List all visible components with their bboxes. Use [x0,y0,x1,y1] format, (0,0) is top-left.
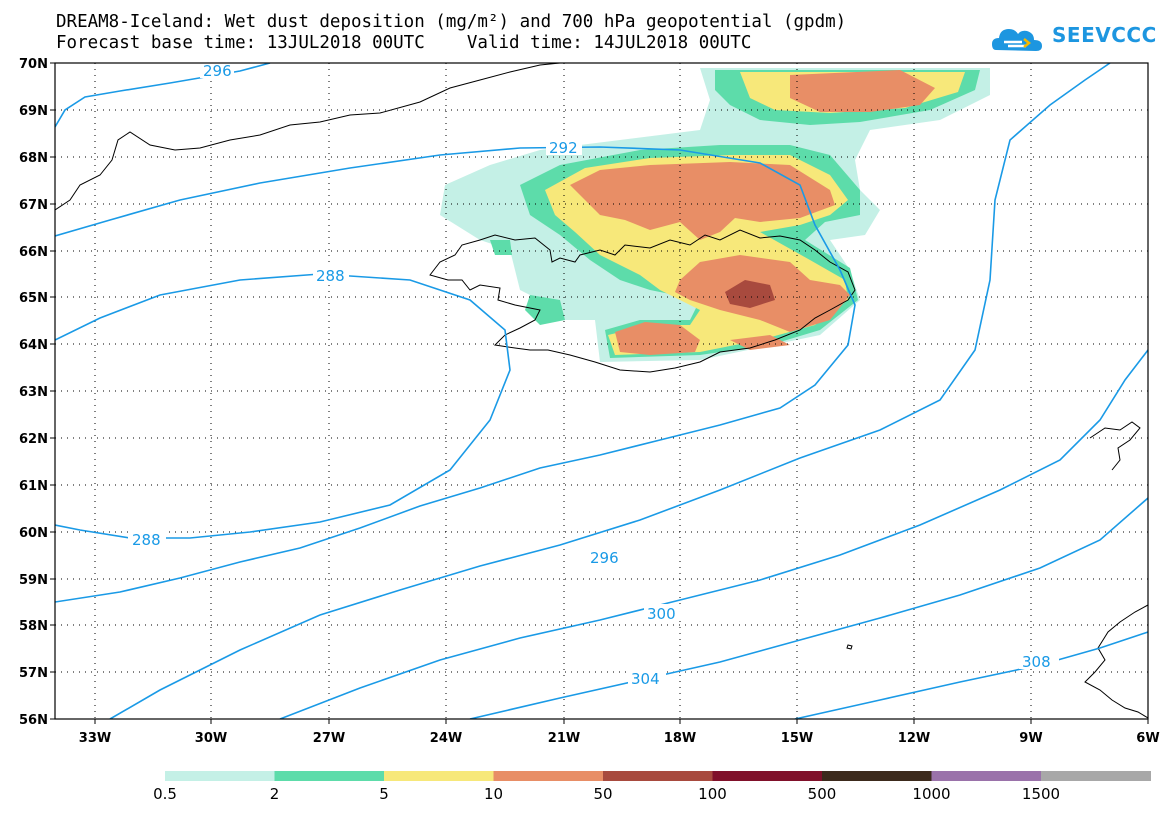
lat-label: 69N [19,104,48,119]
contour-label: 300 [647,605,676,623]
legend-label: 10 [484,785,503,803]
legend-label: 2 [270,785,280,803]
lat-label: 68N [19,151,48,166]
lat-label: 70N [19,57,48,72]
latitude-labels: 70N 69N 68N 67N 66N 65N 64N 63N 62N 61N … [19,57,48,728]
lon-label: 6W [1136,731,1159,746]
lat-label: 60N [19,526,48,541]
legend-label: 50 [593,785,612,803]
axis-ticks [50,62,1149,724]
lon-label: 33W [79,731,111,746]
cloud-icon [992,29,1042,51]
legend-swatch [1041,771,1151,781]
contour-label: 296 [590,549,619,567]
dust-deposition-field [440,68,990,362]
legend-swatch [274,771,385,781]
lon-label: 27W [313,731,345,746]
lon-label: 15W [781,731,813,746]
lon-label: 18W [664,731,696,746]
legend-swatch [822,771,932,781]
lon-label: 30W [195,731,227,746]
contour-label: 304 [631,670,660,688]
legend-swatch [712,771,823,781]
lat-label: 65N [19,291,48,306]
legend-labels: 0.5 2 5 10 50 100 500 1000 1500 [153,785,1060,803]
lat-label: 63N [19,385,48,400]
map-title: DREAM8-Iceland: Wet dust deposition (mg/… [56,12,847,32]
lon-label: 21W [548,731,580,746]
legend-label: 500 [808,785,837,803]
contour-label: 292 [549,139,578,157]
legend-label: 1500 [1022,785,1060,803]
lat-label: 56N [19,713,48,728]
contour-label: 308 [1022,653,1051,671]
lon-label: 9W [1019,731,1042,746]
lat-label: 57N [19,666,48,681]
legend-label: 5 [379,785,389,803]
lat-label: 62N [19,432,48,447]
legend-swatch [931,771,1042,781]
legend-swatch [165,771,275,781]
longitude-labels: 33W 30W 27W 24W 21W 18W 15W 12W 9W 6W [79,731,1160,746]
legend-swatch [384,771,494,781]
legend-label: 100 [698,785,727,803]
lat-label: 67N [19,198,48,213]
logo-text: SEEVCCC [1052,23,1157,47]
lat-label: 66N [19,245,48,260]
contour-labels: 296 292 288 288 296 300 304 308 [128,62,1059,688]
lat-label: 58N [19,619,48,634]
lon-label: 12W [898,731,930,746]
contour-label: 288 [132,531,161,549]
contour-label: 288 [316,267,345,285]
contour-label: 296 [203,62,232,80]
lat-label: 59N [19,573,48,588]
legend-label: 0.5 [153,785,177,803]
lat-label: 61N [19,479,48,494]
shade-50 [725,280,775,308]
legend-colorbar [165,771,1151,781]
geopotential-contours [55,63,1148,719]
legend-swatch [493,771,604,781]
seevccc-logo [990,20,1150,60]
lat-label: 64N [19,338,48,353]
legend-swatch [603,771,713,781]
lon-label: 24W [430,731,462,746]
legend-label: 1000 [912,785,950,803]
map-subtitle: Forecast base time: 13JUL2018 00UTC Vali… [56,33,752,53]
